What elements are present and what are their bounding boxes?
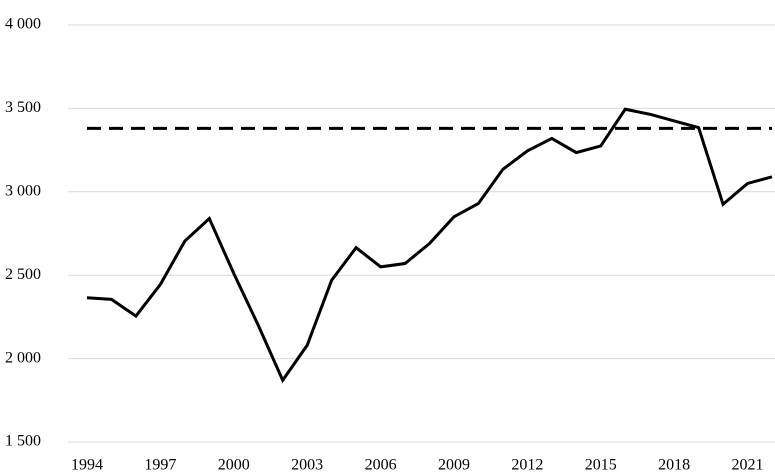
y-tick-label: 3 000	[5, 182, 41, 199]
x-tick-label: 2012	[511, 457, 543, 474]
x-tick-label: 2015	[585, 457, 617, 474]
data-line	[86, 107, 773, 384]
x-tick-label: 2000	[218, 457, 250, 474]
x-tick-label: 2006	[365, 457, 397, 474]
x-tick-label: 1997	[144, 457, 176, 474]
x-tick-label: 2003	[291, 457, 323, 474]
y-tick-label: 2 000	[5, 349, 41, 366]
x-tick-label: 2009	[438, 457, 470, 474]
y-tick-label: 4 000	[5, 16, 41, 33]
x-tick-label: 1994	[71, 457, 103, 474]
x-tick-label: 2018	[658, 457, 690, 474]
y-tick-label: 2 500	[5, 266, 41, 283]
x-tick-label: 2021	[732, 457, 764, 474]
y-tick-label: 3 500	[5, 99, 41, 116]
y-tick-label: 1 500	[5, 433, 41, 450]
